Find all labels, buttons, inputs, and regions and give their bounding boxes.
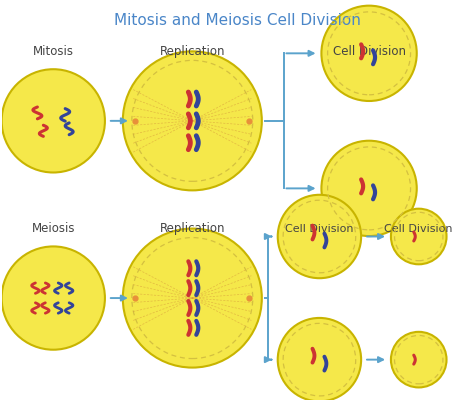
Circle shape (123, 51, 262, 190)
Text: Meiosis: Meiosis (32, 223, 75, 235)
Circle shape (123, 229, 262, 368)
Text: Cell Division: Cell Division (333, 45, 406, 58)
Text: Mitosis: Mitosis (33, 45, 74, 58)
Circle shape (321, 6, 417, 101)
Circle shape (1, 247, 105, 350)
Circle shape (391, 332, 447, 387)
Text: Replication: Replication (160, 223, 225, 235)
Circle shape (278, 195, 361, 278)
Circle shape (1, 69, 105, 172)
Circle shape (321, 141, 417, 236)
Text: Mitosis and Meiosis Cell Division: Mitosis and Meiosis Cell Division (114, 13, 360, 28)
Text: Cell Division: Cell Division (285, 224, 354, 234)
Text: Replication: Replication (160, 45, 225, 58)
Text: Cell Division: Cell Division (384, 224, 453, 234)
Circle shape (391, 209, 447, 264)
Circle shape (278, 318, 361, 401)
